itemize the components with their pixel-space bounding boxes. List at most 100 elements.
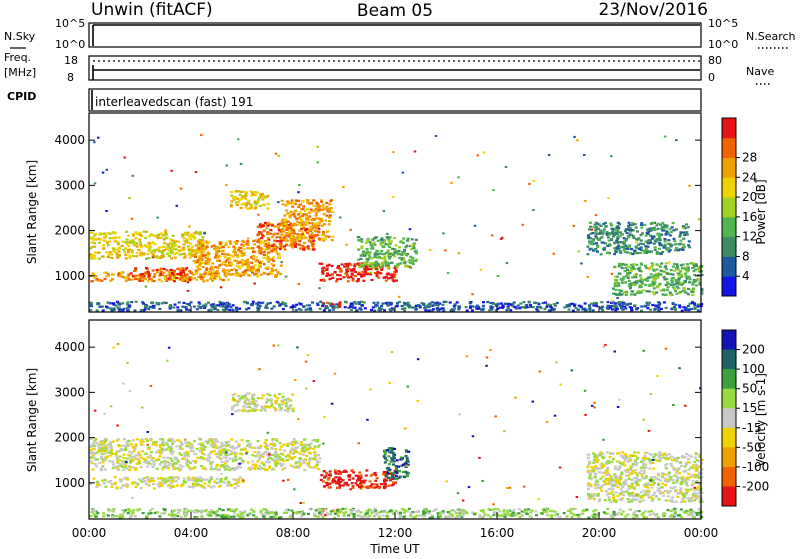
- power-cell: [356, 262, 360, 265]
- velocity-cell: [186, 453, 190, 456]
- power-cell: [131, 174, 134, 177]
- power-cell: [622, 276, 626, 279]
- power-cell: [369, 262, 373, 265]
- power-cell: [680, 275, 684, 278]
- velocity-cell: [95, 485, 99, 488]
- power-cell: [235, 203, 239, 206]
- velocity-cell: [101, 458, 105, 461]
- power-cell: [173, 241, 176, 244]
- velocity-cell: [644, 476, 648, 479]
- power-cell: [260, 260, 264, 263]
- power-cell: [189, 237, 193, 241]
- power-cell: [172, 239, 176, 242]
- power-cell: [686, 287, 690, 290]
- power-cell: [350, 302, 354, 305]
- velocity-cell: [225, 443, 229, 446]
- velocity-cell: [132, 455, 136, 458]
- power-cell: [271, 244, 275, 247]
- power-cell: [588, 221, 592, 224]
- power-cell: [98, 278, 102, 282]
- power-cell: [101, 171, 105, 174]
- velocity-cell: [392, 481, 396, 484]
- power-cell: [128, 256, 132, 259]
- power-cell: [700, 287, 704, 291]
- velocity-cell: [191, 484, 195, 487]
- velocity-cell: [290, 458, 294, 461]
- power-cell: [605, 306, 609, 309]
- velocity-cell: [158, 445, 162, 448]
- power-cell: [386, 243, 390, 246]
- power-cell: [185, 240, 189, 243]
- power-cell: [680, 283, 684, 286]
- velocity-cell: [650, 483, 653, 486]
- power-cell: [103, 271, 106, 274]
- power-cell: [654, 304, 658, 307]
- power-cell: [379, 257, 383, 260]
- power-cell: [259, 246, 263, 249]
- power-cell: [242, 253, 246, 256]
- power-cell: [375, 256, 379, 259]
- velocity-cell: [298, 460, 302, 463]
- power-cell: [136, 274, 140, 277]
- power-cell: [188, 308, 192, 312]
- power-cell: [393, 248, 397, 251]
- velocity-cell: [700, 491, 704, 494]
- velocity-cell: [641, 456, 645, 460]
- power-cell: [448, 301, 452, 304]
- power-cell: [169, 268, 173, 271]
- power-cell: [643, 278, 647, 281]
- velocity-cell: [111, 452, 115, 455]
- power-cell: [317, 208, 321, 211]
- power-cell: [634, 226, 638, 229]
- power-cell: [435, 301, 439, 304]
- velocity-cell: [181, 465, 185, 468]
- velocity-cell: [620, 497, 624, 500]
- velocity-cell: [233, 486, 237, 489]
- power-cell: [183, 256, 187, 259]
- velocity-cell: [258, 446, 262, 450]
- velocity-cell: [596, 484, 600, 487]
- power-cell: [645, 279, 649, 282]
- power-cell: [627, 235, 631, 238]
- power-cell: [549, 305, 553, 308]
- velocity-cell: [395, 459, 399, 462]
- power-cell: [129, 239, 133, 243]
- power-cell: [308, 234, 312, 237]
- power-cell: [317, 222, 321, 225]
- velocity-cell: [247, 402, 250, 406]
- power-cell: [130, 251, 134, 254]
- power-cell: [679, 264, 683, 267]
- velocity-cell: [151, 465, 155, 468]
- power-cell: [613, 305, 617, 308]
- power-cell: [167, 273, 171, 276]
- velocity-cell: [238, 457, 242, 460]
- power-cell: [192, 305, 196, 308]
- velocity-cell: [246, 461, 250, 464]
- velocity-cell: [169, 482, 173, 485]
- velocity-cell: [105, 451, 109, 454]
- power-cell: [324, 237, 328, 240]
- power-cell: [609, 222, 613, 225]
- velocity-cell: [171, 463, 175, 466]
- velocity-cell: [162, 460, 166, 463]
- velocity-cell: [336, 487, 340, 490]
- power-cell: [108, 237, 112, 240]
- velocity-cell: [248, 443, 252, 446]
- power-cell: [312, 204, 316, 207]
- velocity-cell: [635, 482, 639, 485]
- velocity-cell: [632, 487, 636, 490]
- power-cell: [330, 264, 334, 268]
- power-cell: [293, 202, 297, 205]
- velocity-cell: [402, 475, 406, 478]
- velocity-cell: [317, 460, 321, 464]
- velocity-cell: [156, 458, 160, 461]
- velocity-cell: [101, 461, 105, 464]
- power-cell: [363, 267, 367, 270]
- power-cell: [655, 268, 659, 271]
- power-cell: [407, 306, 411, 309]
- power-cell: [469, 305, 472, 308]
- velocity-cell: [172, 485, 176, 488]
- power-cell: [611, 232, 615, 235]
- power-cell: [128, 241, 132, 244]
